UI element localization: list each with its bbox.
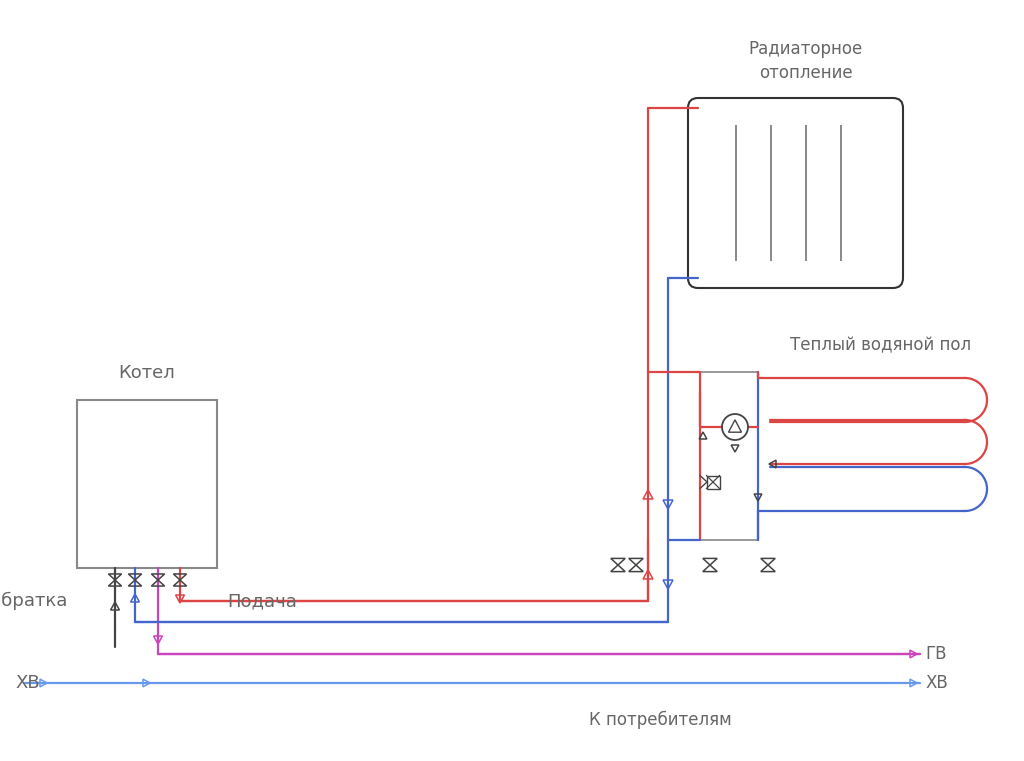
Text: Котел: Котел [119,364,175,382]
Text: Радиаторное
отопление: Радиаторное отопление [749,40,862,81]
Bar [77,400,217,568]
Text: Подача: Подача [227,592,297,610]
Bar [700,372,758,540]
Text: Теплый водяной пол: Теплый водяной пол [790,336,971,354]
Text: ГВ: ГВ [925,645,946,663]
Text: Обратка: Обратка [0,592,67,610]
Text: ХВ: ХВ [925,674,948,692]
Text: К потребителям: К потребителям [589,711,731,729]
Text: ХВ: ХВ [15,674,40,692]
Bar [707,476,720,489]
